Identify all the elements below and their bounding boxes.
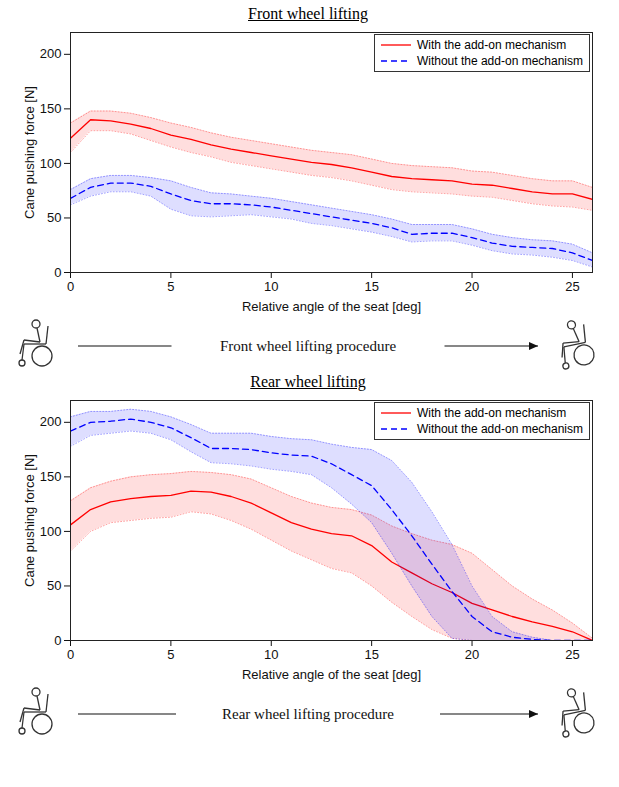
svg-text:5: 5	[167, 279, 174, 294]
svg-text:100: 100	[40, 524, 62, 539]
svg-text:Cane pushing force [N]: Cane pushing force [N]	[22, 454, 37, 587]
html-text:Without the add-on mechanism: Without the add-on mechanism	[416, 54, 583, 68]
svg-text:0: 0	[67, 647, 74, 662]
svg-text:200: 200	[40, 414, 62, 429]
svg-text:25: 25	[565, 279, 579, 294]
svg-text:Front wheel lifting procedure: Front wheel lifting procedure	[220, 338, 397, 354]
svg-text:150: 150	[40, 469, 62, 484]
svg-text:100: 100	[40, 156, 62, 171]
svg-text:Relative angle of the seat [de: Relative angle of the seat [deg]	[242, 299, 421, 314]
html-text:With the add-on mechanism: With the add-on mechanism	[416, 38, 567, 52]
svg-text:50: 50	[47, 210, 61, 225]
html-text:Rear wheel lifting: Rear wheel lifting	[250, 373, 366, 390]
svg-text:150: 150	[40, 101, 62, 116]
svg-text:0: 0	[54, 633, 61, 648]
svg-text:0: 0	[67, 279, 74, 294]
svg-text:20: 20	[465, 279, 479, 294]
svg-text:5: 5	[167, 647, 174, 662]
svg-text:15: 15	[364, 647, 378, 662]
svg-text:50: 50	[47, 578, 61, 593]
svg-text:0: 0	[54, 265, 61, 280]
html-text:With the add-on mechanism: With the add-on mechanism	[416, 406, 567, 420]
html-text:Front wheel lifting: Front wheel lifting	[248, 5, 368, 22]
html-text:Without the add-on mechanism: Without the add-on mechanism	[416, 422, 583, 436]
svg-text:Rear wheel lifting procedure: Rear wheel lifting procedure	[222, 706, 394, 722]
svg-text:Cane pushing force [N]: Cane pushing force [N]	[22, 86, 37, 219]
svg-text:Relative angle of the seat [de: Relative angle of the seat [deg]	[242, 667, 421, 682]
svg-text:20: 20	[465, 647, 479, 662]
svg-text:25: 25	[565, 647, 579, 662]
svg-text:10: 10	[264, 279, 278, 294]
svg-text:200: 200	[40, 46, 62, 61]
svg-text:15: 15	[364, 279, 378, 294]
svg-text:10: 10	[264, 647, 278, 662]
